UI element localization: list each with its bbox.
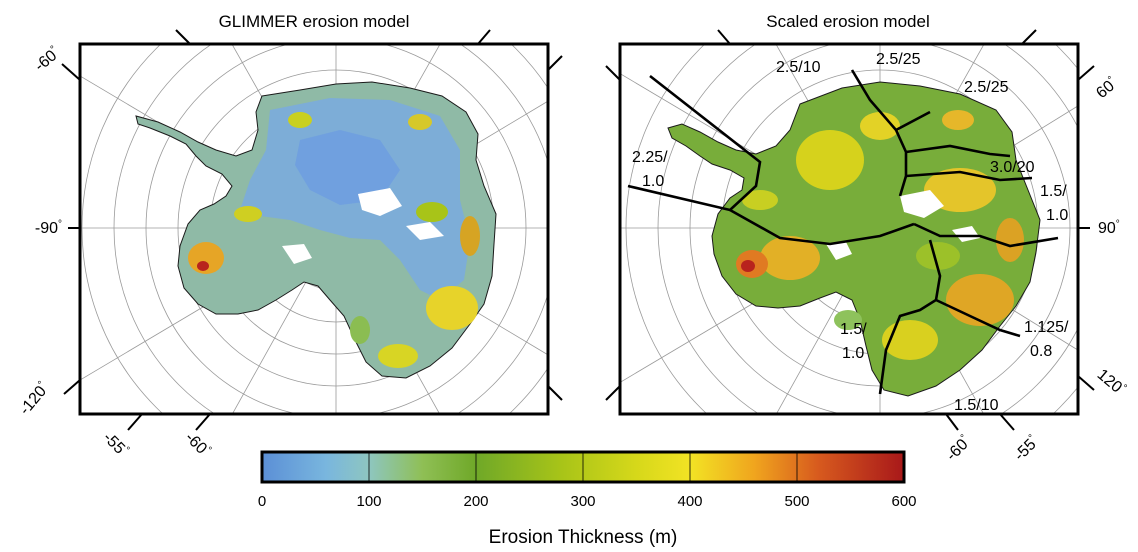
left-lat-bottom-left-label: -55° [100, 429, 132, 461]
right-frame-ticks [605, 29, 1095, 431]
sector-label: 2.5/25 [876, 51, 921, 68]
sector-label: 2.5/10 [776, 59, 821, 76]
sector-label-line2: 1.0 [642, 173, 664, 190]
right-map-title: Scaled erosion model [766, 12, 929, 31]
left-map [80, 44, 548, 414]
colorbar-tick-label: 500 [784, 493, 809, 510]
colorbar-tick-label: 200 [463, 493, 488, 510]
sector-labels: 2.5/10 2.5/25 2.5/25 2.25/ 1.0 3.0/20 1.… [632, 51, 1069, 414]
sector-label: 1.125/ [1024, 319, 1069, 336]
left-map-title: GLIMMER erosion model [219, 12, 410, 31]
right-map [620, 44, 1078, 414]
left-lat-bottom-right-label: -60° [182, 429, 214, 461]
sector-label: 3.0/20 [990, 159, 1035, 176]
sector-label: 1.5/ [1040, 183, 1067, 200]
colorbar-tick-label: 400 [677, 493, 702, 510]
sector-label-line2: 0.8 [1030, 343, 1052, 360]
sector-label: 2.25/ [632, 149, 668, 166]
colorbar-tick-labels: 0 100 200 300 400 500 600 [258, 493, 917, 510]
colorbar-tick-label: 600 [891, 493, 916, 510]
right-lat-top-label: 60° [1093, 74, 1121, 102]
colorbar-tick-label: 100 [356, 493, 381, 510]
sector-label-line2: 1.0 [1046, 207, 1068, 224]
sector-label: 2.5/25 [964, 79, 1009, 96]
sector-label: 1.5/10 [954, 397, 999, 414]
colorbar: 0 100 200 300 400 500 600 Erosion Thickness (m… [258, 450, 917, 548]
right-sector-boundaries [627, 69, 1059, 395]
sector-label: 1.5/ [840, 321, 867, 338]
colorbar-title: Erosion Thickness (m) [489, 527, 678, 548]
left-frame-ticks [61, 29, 563, 431]
right-lat-bottom-left-label: -60° [943, 433, 975, 465]
sector-label-line2: 1.0 [842, 345, 864, 362]
left-lon-mid-label: -90° [35, 219, 62, 237]
left-ice-sheet [135, 81, 497, 379]
left-lon-bottom-label: -120° [16, 379, 53, 418]
right-lon-mid-label: 90° [1098, 219, 1120, 237]
right-lon-bottom-label: 120° [1094, 365, 1129, 399]
colorbar-tick-label: 300 [570, 493, 595, 510]
right-lat-bottom-right-label: -55° [1011, 433, 1043, 465]
colorbar-tick-label: 0 [258, 493, 266, 510]
left-lat-top-label: -60° [31, 44, 63, 75]
